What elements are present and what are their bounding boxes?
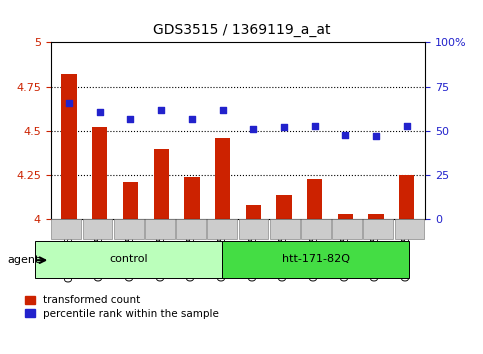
Bar	[61, 74, 77, 219]
Bar	[222, 241, 410, 278]
Bar	[245, 205, 261, 219]
Bar	[276, 195, 292, 219]
Bar	[301, 219, 331, 239]
Point	[188, 116, 196, 121]
Point	[403, 123, 411, 129]
Bar	[399, 175, 414, 219]
Bar	[52, 219, 81, 239]
Bar	[368, 214, 384, 219]
Bar	[307, 179, 322, 219]
Text: agent: agent	[7, 255, 40, 265]
Bar	[114, 219, 143, 239]
Point	[127, 116, 134, 121]
Bar	[154, 149, 169, 219]
Bar	[363, 219, 393, 239]
Bar	[123, 182, 138, 219]
Point	[249, 126, 257, 132]
Bar	[395, 219, 424, 239]
Point	[157, 107, 165, 113]
Point	[219, 107, 227, 113]
Bar	[270, 219, 299, 239]
Text: control: control	[109, 254, 148, 264]
Legend: transformed count, percentile rank within the sample: transformed count, percentile rank withi…	[25, 296, 219, 319]
Text: htt-171-82Q: htt-171-82Q	[282, 254, 350, 264]
Bar	[207, 219, 237, 239]
Point	[65, 100, 73, 105]
Bar	[215, 138, 230, 219]
Bar	[176, 219, 206, 239]
Text: GDS3515 / 1369119_a_at: GDS3515 / 1369119_a_at	[153, 23, 330, 37]
Bar	[83, 219, 113, 239]
Bar	[332, 219, 362, 239]
Point	[341, 132, 349, 137]
Point	[311, 123, 318, 129]
Bar	[145, 219, 175, 239]
Bar	[239, 219, 269, 239]
Bar	[184, 177, 199, 219]
Bar	[92, 127, 108, 219]
Bar	[338, 214, 353, 219]
Point	[96, 109, 104, 114]
Point	[372, 133, 380, 139]
Bar	[35, 241, 222, 278]
Point	[280, 125, 288, 130]
